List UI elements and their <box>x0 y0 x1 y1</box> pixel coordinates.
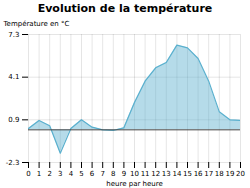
svg-text:4: 4 <box>69 170 74 178</box>
svg-text:5: 5 <box>79 170 83 178</box>
html-text:Evolution de la température: Evolution de la température <box>37 2 213 15</box>
svg-text:18: 18 <box>215 170 224 178</box>
svg-text:9: 9 <box>122 170 126 178</box>
svg-text:6: 6 <box>90 170 95 178</box>
svg-text:4.1: 4.1 <box>8 73 19 81</box>
svg-text:15: 15 <box>183 170 192 178</box>
svg-text:17: 17 <box>204 170 213 178</box>
svg-text:16: 16 <box>194 170 203 178</box>
svg-text:1: 1 <box>37 170 41 178</box>
svg-text:7: 7 <box>100 170 104 178</box>
svg-text:2: 2 <box>47 170 51 178</box>
svg-text:3: 3 <box>58 170 62 178</box>
svg-text:11: 11 <box>141 170 150 178</box>
svg-text:0.9: 0.9 <box>8 116 19 124</box>
svg-text:10: 10 <box>130 170 139 178</box>
svg-text:8: 8 <box>111 170 115 178</box>
svg-text:20: 20 <box>236 170 245 178</box>
svg-text:12: 12 <box>151 170 160 178</box>
svg-text:heure par heure: heure par heure <box>106 180 162 188</box>
svg-text:7.3: 7.3 <box>8 31 19 39</box>
svg-text:19: 19 <box>225 170 234 178</box>
svg-text:13: 13 <box>162 170 171 178</box>
svg-text:0: 0 <box>26 170 30 178</box>
svg-text:14: 14 <box>172 170 181 178</box>
svg-text:-2.3: -2.3 <box>6 159 20 167</box>
svg-text:Température en °C: Température en °C <box>3 20 70 28</box>
